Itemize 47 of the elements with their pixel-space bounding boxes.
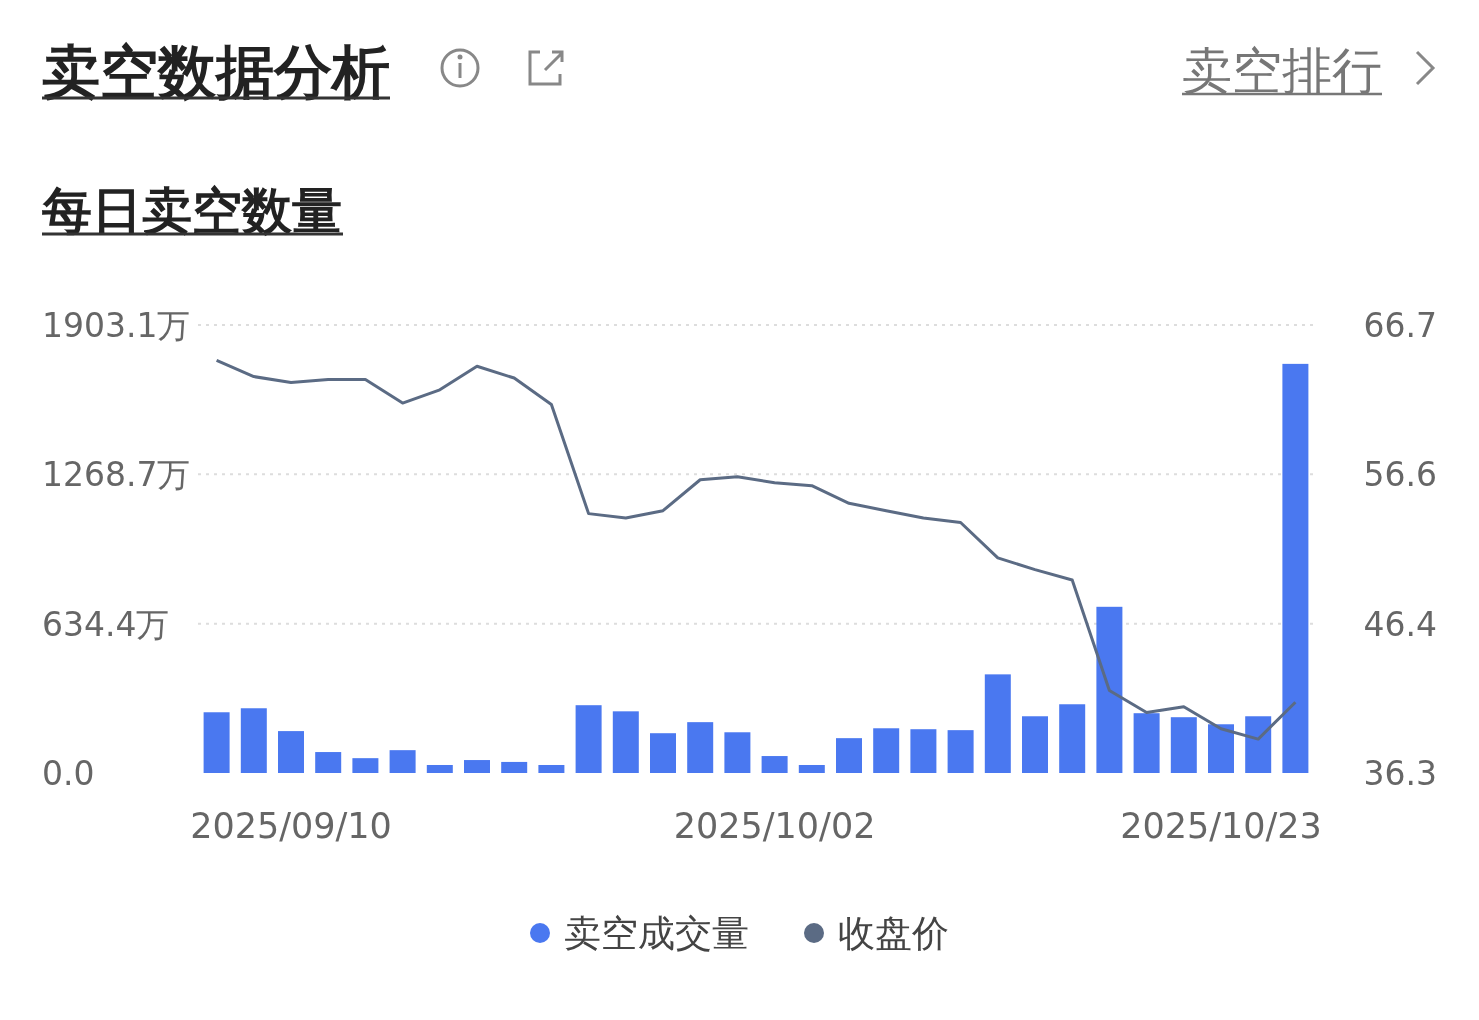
bar — [501, 761, 528, 773]
bar — [947, 730, 974, 773]
bar — [650, 733, 676, 773]
bar — [389, 750, 416, 773]
bar — [1059, 704, 1086, 773]
bar — [1133, 713, 1160, 773]
bar — [1208, 724, 1234, 773]
bar — [352, 758, 379, 773]
bar — [538, 765, 565, 773]
y2-tick-label: 56.6 — [1363, 454, 1437, 494]
bar — [612, 711, 639, 773]
x-tick-label: 2025/10/02 — [673, 806, 876, 846]
y-tick-label: 0.0 — [42, 754, 95, 793]
text: 卖空排行 — [1182, 42, 1382, 100]
bar — [687, 722, 714, 773]
bar — [724, 732, 751, 773]
y2-tick-label: 46.4 — [1363, 605, 1437, 645]
y-tick-label: 1903.1万 — [42, 306, 191, 345]
legend-label: 卖空成交量 — [564, 912, 749, 955]
chart-subtitle: 每日卖空数量 — [41, 182, 342, 240]
bar — [575, 705, 602, 773]
bar — [910, 729, 937, 773]
bar — [426, 765, 453, 773]
bar — [1022, 716, 1048, 773]
x-tick-label: 2025/10/23 — [1120, 806, 1322, 846]
bar — [798, 765, 825, 773]
bar — [240, 708, 267, 773]
bar — [1245, 716, 1272, 773]
bar — [984, 674, 1011, 773]
chart-title: 卖空数据分析 — [42, 38, 390, 106]
y-tick-label: 1268.7万 — [42, 455, 191, 495]
bar — [464, 760, 490, 773]
line-series — [215, 358, 1297, 741]
bar — [1096, 606, 1123, 773]
bar — [315, 752, 342, 773]
y2-tick-label: 36.3 — [1363, 754, 1437, 793]
bar — [278, 731, 304, 773]
bar — [873, 728, 900, 773]
bar — [836, 738, 862, 773]
y2-tick-label: 66.7 — [1363, 306, 1437, 345]
bar — [1282, 363, 1309, 773]
bar — [761, 756, 788, 773]
x-tick-label: 2025/09/10 — [190, 806, 392, 846]
legend-label: 收盘价 — [838, 912, 949, 955]
y-tick-label: 634.4万 — [42, 604, 170, 644]
bar — [1170, 717, 1197, 773]
bar — [203, 712, 230, 773]
